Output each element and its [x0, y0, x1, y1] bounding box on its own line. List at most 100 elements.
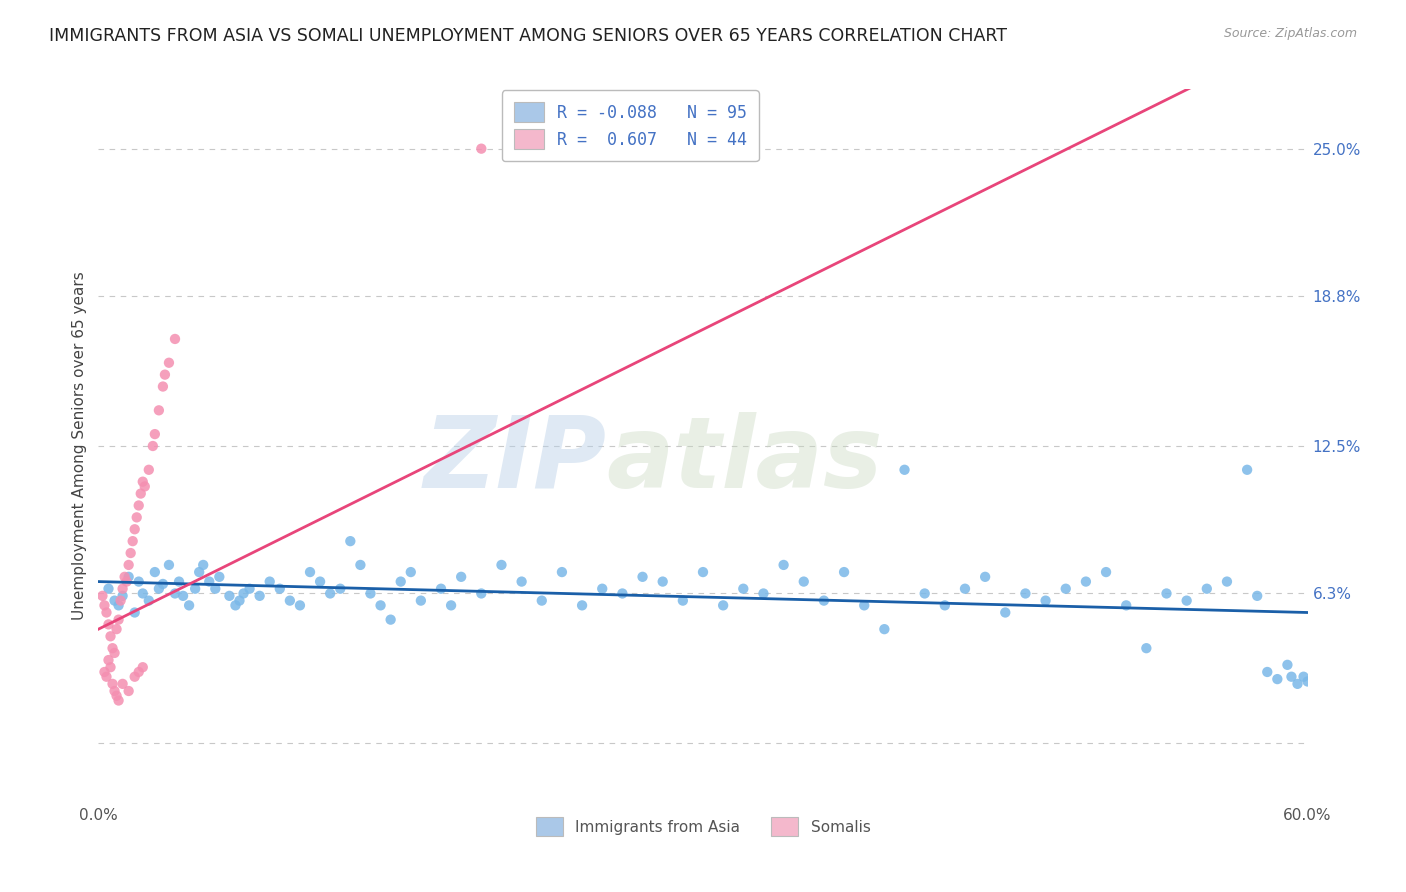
Point — [510, 574, 533, 589]
Point — [1281, 670, 1303, 684]
Point — [132, 475, 155, 489]
Point — [157, 356, 180, 370]
Text: Source: ZipAtlas.com: Source: ZipAtlas.com — [1223, 27, 1357, 40]
Legend: Immigrants from Asia, Somalis: Immigrants from Asia, Somalis — [526, 808, 880, 845]
Point — [1256, 665, 1278, 679]
Point — [198, 574, 221, 589]
Point — [692, 565, 714, 579]
Point — [224, 599, 246, 613]
Point — [491, 558, 513, 572]
Point — [134, 479, 156, 493]
Point — [1014, 586, 1036, 600]
Point — [138, 463, 160, 477]
Point — [97, 582, 120, 596]
Point — [120, 546, 142, 560]
Point — [107, 613, 129, 627]
Point — [125, 510, 148, 524]
Point — [172, 589, 194, 603]
Point — [672, 593, 695, 607]
Point — [1156, 586, 1178, 600]
Point — [97, 653, 120, 667]
Point — [96, 606, 118, 620]
Point — [193, 558, 215, 572]
Point — [873, 622, 896, 636]
Point — [1292, 670, 1315, 684]
Point — [399, 565, 422, 579]
Point — [1175, 593, 1198, 607]
Point — [278, 593, 301, 607]
Point — [115, 574, 138, 589]
Point — [440, 599, 463, 613]
Point — [772, 558, 794, 572]
Point — [571, 599, 593, 613]
Point — [179, 599, 201, 613]
Point — [138, 593, 160, 607]
Point — [228, 593, 250, 607]
Point — [733, 582, 755, 596]
Point — [1267, 672, 1289, 686]
Point — [853, 599, 876, 613]
Point — [259, 574, 281, 589]
Point — [152, 577, 174, 591]
Point — [111, 589, 134, 603]
Point — [204, 582, 226, 596]
Point — [163, 332, 186, 346]
Point — [360, 586, 382, 600]
Point — [893, 463, 915, 477]
Point — [974, 570, 997, 584]
Point — [188, 565, 211, 579]
Point — [114, 570, 136, 584]
Point — [103, 646, 125, 660]
Point — [107, 693, 129, 707]
Point — [470, 586, 492, 600]
Point — [1115, 599, 1137, 613]
Point — [153, 368, 176, 382]
Point — [269, 582, 291, 596]
Point — [591, 582, 613, 596]
Point — [148, 582, 170, 596]
Point — [752, 586, 775, 600]
Point — [105, 689, 128, 703]
Point — [143, 427, 166, 442]
Point — [142, 439, 165, 453]
Point — [96, 670, 118, 684]
Point — [110, 593, 132, 607]
Point — [329, 582, 352, 596]
Point — [91, 589, 114, 603]
Point — [1135, 641, 1157, 656]
Point — [249, 589, 271, 603]
Point — [370, 599, 392, 613]
Point — [100, 629, 122, 643]
Point — [1246, 589, 1268, 603]
Point — [953, 582, 976, 596]
Point — [118, 558, 141, 572]
Point — [612, 586, 634, 600]
Point — [651, 574, 673, 589]
Point — [470, 142, 492, 156]
Point — [100, 660, 122, 674]
Point — [832, 565, 855, 579]
Point — [118, 684, 141, 698]
Point — [239, 582, 262, 596]
Point — [793, 574, 815, 589]
Point — [124, 670, 146, 684]
Point — [914, 586, 936, 600]
Text: ZIP: ZIP — [423, 412, 606, 508]
Point — [1035, 593, 1057, 607]
Point — [319, 586, 342, 600]
Point — [1277, 657, 1299, 672]
Point — [118, 570, 141, 584]
Point — [208, 570, 231, 584]
Point — [994, 606, 1017, 620]
Point — [1216, 574, 1239, 589]
Point — [93, 599, 115, 613]
Point — [124, 606, 146, 620]
Point — [132, 586, 155, 600]
Point — [97, 617, 120, 632]
Point — [389, 574, 412, 589]
Point — [105, 622, 128, 636]
Text: IMMIGRANTS FROM ASIA VS SOMALI UNEMPLOYMENT AMONG SENIORS OVER 65 YEARS CORRELAT: IMMIGRANTS FROM ASIA VS SOMALI UNEMPLOYM… — [49, 27, 1007, 45]
Point — [1074, 574, 1097, 589]
Point — [107, 599, 129, 613]
Point — [349, 558, 371, 572]
